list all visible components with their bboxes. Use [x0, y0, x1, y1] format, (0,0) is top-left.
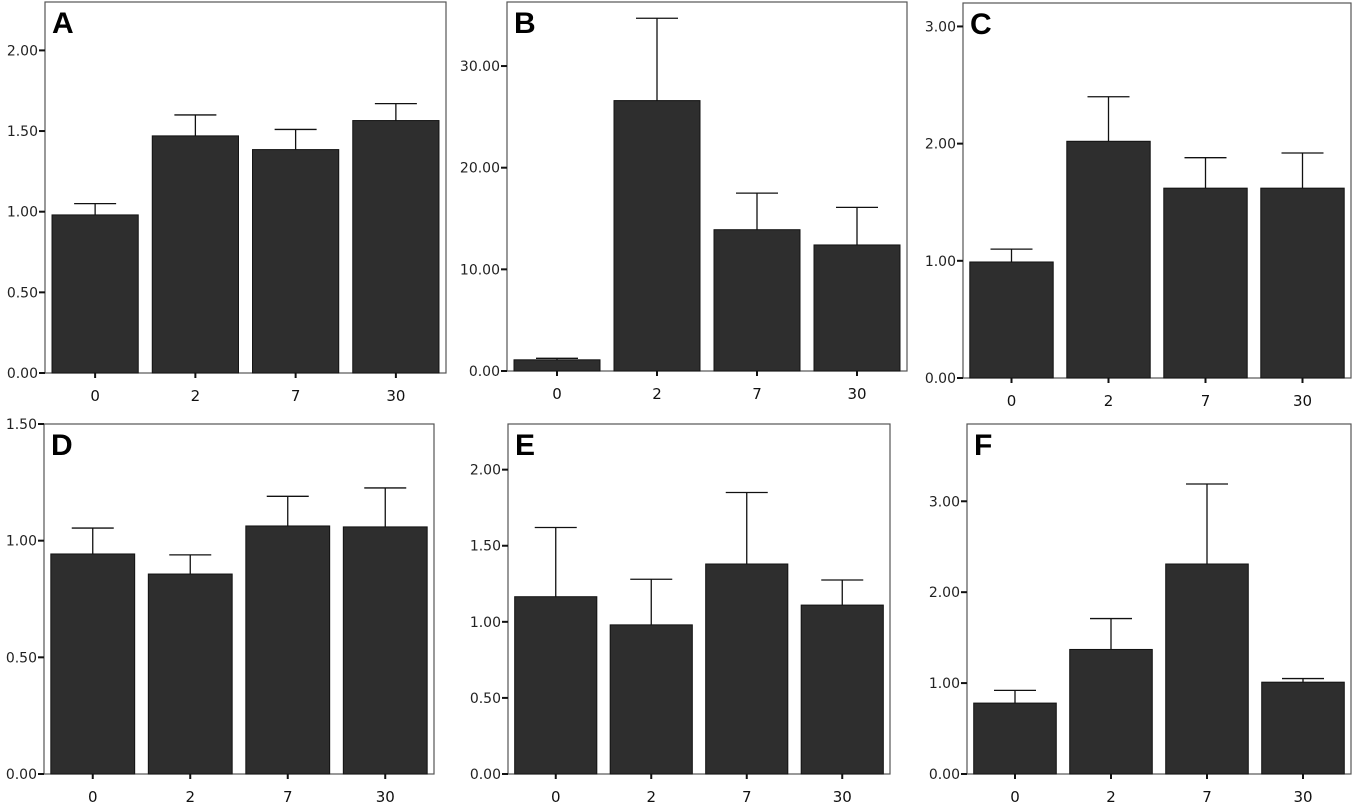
ytick-label: 1.50 [6, 417, 37, 433]
ytick-label: 2.00 [7, 43, 38, 59]
bar-7 [705, 563, 789, 775]
xtick-label: 0 [552, 385, 562, 403]
bar-2 [1069, 648, 1153, 775]
xtick-label: 30 [847, 385, 866, 403]
bar-2 [147, 573, 233, 775]
panel-e: 0 2 7 30 0.00 0.50 1.00 1.50 2.00 E [470, 423, 891, 806]
ytick-label: 1.00 [925, 254, 956, 270]
bar-0 [973, 702, 1057, 775]
ytick-label: 1.00 [470, 615, 501, 631]
ytick-label: 0.00 [7, 366, 38, 382]
xtick-label: 7 [752, 385, 762, 403]
ytick-label: 2.00 [929, 585, 960, 601]
xtick-label: 2 [185, 788, 195, 806]
xtick-label: 7 [291, 387, 301, 405]
xtick-label: 30 [1293, 392, 1312, 410]
xtick-label: 30 [376, 788, 395, 806]
bar-2 [1066, 140, 1151, 379]
xtick-label: 0 [90, 387, 100, 405]
xtick-label: 0 [88, 788, 98, 806]
xtick-label: 0 [1010, 788, 1020, 806]
xtick-label: 7 [1201, 392, 1211, 410]
xtick-label: 30 [833, 788, 852, 806]
xtick-label: 2 [191, 387, 201, 405]
ytick-label: 20.00 [460, 161, 500, 177]
bar-2 [151, 135, 239, 374]
xtick-label: 0 [551, 788, 561, 806]
panel-a: 0 2 7 30 0.00 0.50 1.00 1.50 2.00 A [7, 1, 447, 405]
bar-0 [514, 596, 598, 775]
xtick-label: 30 [1293, 788, 1312, 806]
bar-30 [813, 244, 901, 372]
xtick-label: 2 [1106, 788, 1116, 806]
xtick-label: 0 [1007, 392, 1017, 410]
bar-7 [1163, 187, 1248, 379]
ytick-label: 0.00 [929, 767, 960, 783]
ytick-label: 1.00 [7, 205, 38, 221]
panel-letter: F [974, 429, 992, 462]
xtick-label: 7 [742, 788, 752, 806]
xtick-label: 30 [386, 387, 405, 405]
bar-30 [1261, 681, 1345, 775]
xtick-label: 2 [652, 385, 662, 403]
panel-b: 0 2 7 30 0.00 10.00 20.00 30.00 B [460, 1, 908, 403]
bar-2 [613, 100, 701, 372]
bar-7 [252, 149, 340, 374]
ytick-label: 0.50 [470, 691, 501, 707]
panel-letter: D [51, 429, 73, 462]
ytick-label: 30.00 [460, 59, 500, 75]
bar-0 [50, 553, 136, 775]
xtick-label: 7 [1202, 788, 1212, 806]
panel-c: 0 2 7 30 0.00 1.00 2.00 3.00 C [925, 2, 1352, 410]
ytick-label: 3.00 [925, 19, 956, 35]
bar-7 [1165, 563, 1249, 775]
xtick-label: 2 [1104, 392, 1114, 410]
ytick-label: 0.00 [470, 767, 501, 783]
panel-letter: A [52, 7, 74, 40]
bar-0 [513, 359, 601, 372]
bar-30 [1260, 187, 1345, 379]
bar-2 [609, 624, 693, 775]
panel-f: 0 2 7 30 0.00 1.00 2.00 3.00 F [929, 423, 1352, 806]
panel-d: 0 2 7 30 0.00 0.50 1.00 1.50 D [6, 417, 435, 806]
bar-7 [713, 229, 801, 372]
ytick-label: 1.00 [6, 534, 37, 550]
panel-letter: C [970, 8, 992, 41]
ytick-label: 0.50 [7, 285, 38, 301]
ytick-label: 1.00 [929, 676, 960, 692]
bar-0 [969, 261, 1054, 379]
panel-letter: B [514, 7, 536, 40]
ytick-label: 2.00 [925, 137, 956, 153]
bar-30 [342, 526, 428, 775]
ytick-label: 0.00 [6, 767, 37, 783]
bar-30 [352, 120, 440, 374]
ytick-label: 1.50 [470, 539, 501, 555]
ytick-label: 2.00 [470, 463, 501, 479]
bar-30 [800, 604, 884, 775]
panel-letter: E [515, 429, 535, 462]
ytick-label: 10.00 [460, 262, 500, 278]
ytick-label: 1.50 [7, 124, 38, 140]
bar-0 [51, 214, 139, 374]
ytick-label: 0.00 [469, 364, 500, 380]
ytick-label: 3.00 [929, 494, 960, 510]
ytick-label: 0.00 [925, 371, 956, 387]
xtick-label: 7 [283, 788, 293, 806]
xtick-label: 2 [646, 788, 656, 806]
bar-7 [245, 525, 331, 775]
ytick-label: 0.50 [6, 650, 37, 666]
